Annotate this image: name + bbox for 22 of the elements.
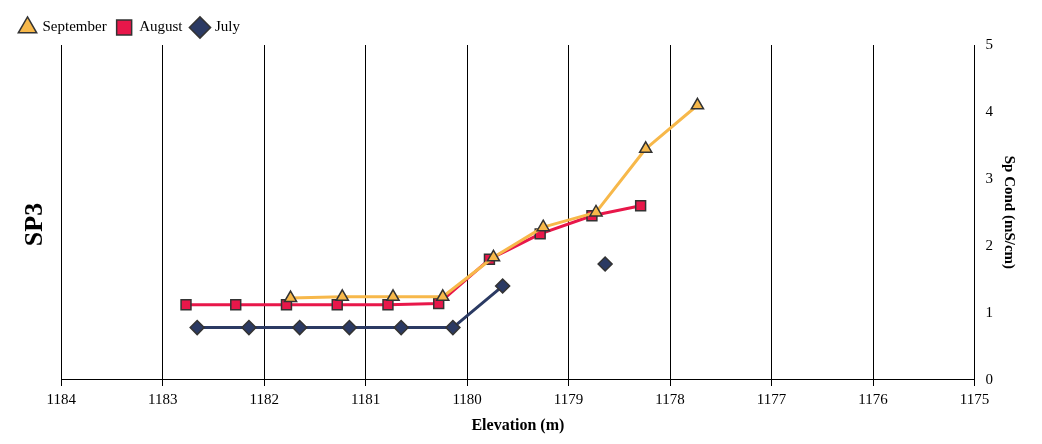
x-tick-label: 1177: [756, 390, 787, 407]
x-tick-label: 1176: [858, 390, 889, 407]
y-tick-label: 4: [985, 102, 994, 119]
y-tick-label: 0: [985, 370, 993, 387]
y-tick-label: 2: [985, 236, 993, 253]
x-tick-label: 1180: [452, 390, 482, 407]
x-tick-label: 1179: [553, 390, 584, 407]
legend-label: August: [139, 18, 184, 35]
y-tick-label: 3: [985, 169, 993, 186]
x-axis-title: Elevation (m): [471, 415, 565, 434]
y-tick-label: 5: [985, 35, 993, 52]
text: SP3: [19, 202, 49, 247]
y-tick-label: 1: [985, 303, 993, 320]
x-tick-label: 1184: [46, 390, 77, 407]
x-tick-label: 1178: [655, 390, 685, 407]
y-axis-title: Sp Cond (mS/cm): [1001, 155, 1019, 270]
x-tick-label: 1183: [147, 390, 178, 407]
x-tick-label: 1175: [959, 390, 990, 407]
legend-label: September: [42, 18, 107, 35]
x-tick-label: 1181: [350, 390, 381, 407]
x-tick-label: 1182: [249, 390, 279, 407]
legend-label: July: [214, 18, 241, 35]
